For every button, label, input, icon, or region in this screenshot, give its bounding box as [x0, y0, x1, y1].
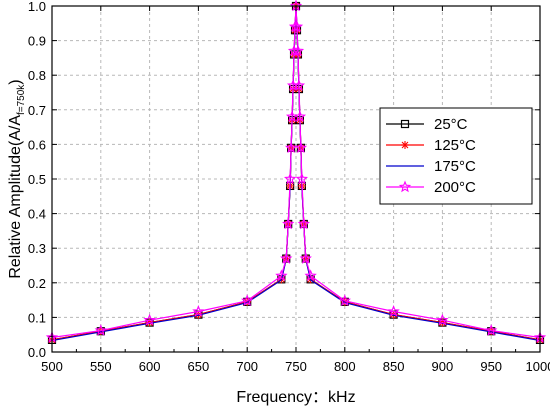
- series-point-star: [297, 217, 310, 230]
- y-tick-label: 0.8: [28, 68, 46, 83]
- y-tick-label: 0.4: [28, 207, 46, 222]
- asterisk-stroke: [401, 141, 409, 149]
- y-tick-label: 0.5: [28, 172, 46, 187]
- legend-label: 25°C: [434, 116, 468, 133]
- x-tick-label: 550: [90, 359, 112, 374]
- x-tick-label: 600: [139, 359, 161, 374]
- legend-label: 200°C: [434, 179, 476, 196]
- x-axis-title: Frequency：kHz: [236, 389, 355, 406]
- y-axis-title-end: ): [7, 79, 24, 84]
- y-tick-label: 0.9: [28, 34, 46, 49]
- axis-ticks: [51, 5, 541, 353]
- series-point-star: [241, 294, 254, 307]
- series-point-star: [295, 172, 309, 185]
- series-point-star: [282, 217, 295, 230]
- series-point-star: [275, 269, 288, 282]
- series-point-asterisk: [401, 141, 409, 149]
- series-point-star: [294, 141, 308, 154]
- series-point-star: [292, 79, 306, 91]
- x-tick-label: 950: [480, 359, 502, 374]
- series-point-star: [143, 313, 156, 326]
- y-tick-label: 0.0: [28, 345, 46, 360]
- series-point-star: [436, 313, 449, 326]
- series-point-star: [338, 294, 351, 307]
- x-tick-label: 750: [285, 359, 307, 374]
- x-tick-label: 800: [334, 359, 356, 374]
- series-point-star: [299, 252, 312, 264]
- y-tick-label: 0.3: [28, 241, 46, 256]
- y-axis-title-subscript: f=750k: [16, 84, 27, 115]
- x-tick-label: 900: [432, 359, 454, 374]
- series-point-star: [290, 20, 304, 33]
- series-point-star: [291, 44, 305, 57]
- y-axis-title-main: Relative Amplitude(A/A: [7, 115, 24, 279]
- x-tick-label: 700: [236, 359, 258, 374]
- series-point-star: [485, 324, 498, 336]
- legend-entry: 175°C: [386, 158, 476, 175]
- series-point-star: [94, 324, 107, 336]
- y-tick-label: 0.7: [28, 103, 46, 118]
- series-point-star: [293, 110, 307, 122]
- x-tick-label: 500: [41, 359, 63, 374]
- series-point-star: [304, 269, 317, 282]
- legend-entry: 200°C: [386, 179, 476, 196]
- series-point-star: [287, 44, 301, 57]
- series-point-star: [192, 305, 205, 317]
- series-point-square: [400, 119, 410, 129]
- series-point-star: [387, 305, 400, 317]
- y-tick-label: 0.2: [28, 276, 46, 291]
- series-point-star: [283, 172, 297, 185]
- legend: 25°C 125°C 175°C 200°C: [379, 107, 533, 205]
- legend-entry: 125°C: [386, 137, 476, 154]
- y-tick-label: 0.1: [28, 310, 46, 325]
- y-tick-label: 0.6: [28, 137, 46, 152]
- x-tick-label: 650: [188, 359, 210, 374]
- series-point-star: [284, 141, 298, 154]
- x-tick-label: 850: [383, 359, 405, 374]
- y-axis-title: Relative Amplitude(A/Af=750k): [7, 79, 27, 278]
- series-point-star: [398, 180, 412, 193]
- legend-label: 175°C: [434, 158, 476, 175]
- legend-label: 125°C: [434, 137, 476, 154]
- series-point-star: [280, 252, 293, 264]
- legend-entry: 25°C: [386, 116, 468, 133]
- y-tick-label: 1.0: [28, 0, 46, 14]
